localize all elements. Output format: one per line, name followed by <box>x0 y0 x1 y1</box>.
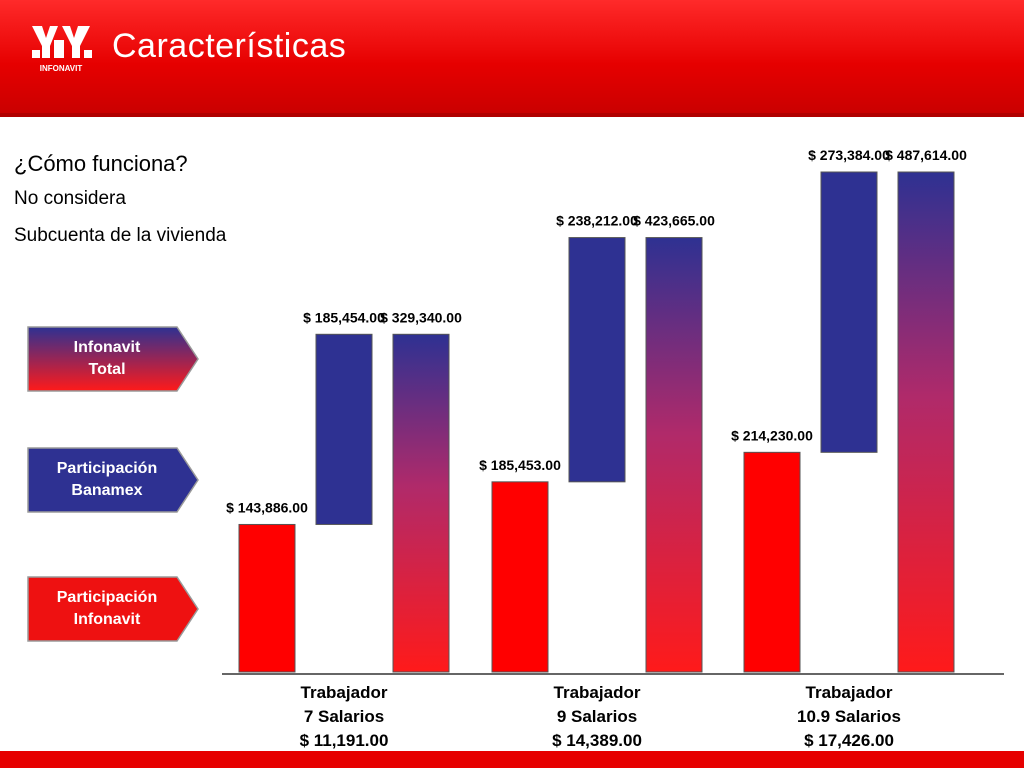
bar-participacion-infonavit <box>238 523 296 673</box>
header-bar: INFONAVIT Características <box>0 0 1024 117</box>
bar-participacion-infonavit <box>491 481 549 673</box>
category-label-line2: 9 Salarios <box>557 707 637 726</box>
data-label-infonavit: $ 143,886.00 <box>226 499 308 515</box>
legend-arrow-shape <box>27 576 199 642</box>
category-label-line3: $ 17,426.00 <box>804 731 894 750</box>
data-label-total: $ 487,614.00 <box>885 147 967 163</box>
legend-participacion-banamex: Participación Banamex <box>27 447 201 515</box>
page-title: Características <box>112 27 347 65</box>
data-label-banamex: $ 185,454.00 <box>303 309 385 325</box>
data-label-infonavit: $ 214,230.00 <box>731 427 813 443</box>
legend-label-line1: Participación <box>56 589 158 606</box>
category-label-line3: $ 14,389.00 <box>552 731 642 750</box>
bar-infonavit-total <box>392 333 450 673</box>
legend-label-line2: Infonavit <box>73 611 141 628</box>
legend-infonavit-total: Infonavit Total <box>27 326 201 394</box>
legend-label-line1: Participación <box>56 460 158 477</box>
intro-line-1: No considera <box>14 188 126 209</box>
legend-label-line1: Infonavit <box>73 339 141 356</box>
bar-infonavit-total <box>645 237 703 673</box>
legend-participacion-infonavit: Participación Infonavit <box>27 576 201 644</box>
bar-participacion-banamex <box>820 171 878 453</box>
bar-participacion-banamex <box>315 333 373 525</box>
data-label-banamex: $ 273,384.00 <box>808 147 890 163</box>
legend-arrow-shape <box>27 326 199 392</box>
bar-participacion-infonavit <box>743 451 801 673</box>
category-label-line1: Trabajador <box>554 683 641 702</box>
data-label-infonavit: $ 185,453.00 <box>479 457 561 473</box>
logo-text: INFONAVIT <box>40 64 83 73</box>
bar-infonavit-total <box>897 171 955 673</box>
infonavit-logo: INFONAVIT <box>32 26 92 73</box>
category-label-line2: 7 Salarios <box>304 707 384 726</box>
legend-label-line2: Total <box>88 361 126 378</box>
data-label-total: $ 423,665.00 <box>633 213 715 229</box>
bar-participacion-banamex <box>568 237 626 483</box>
category-label-line1: Trabajador <box>301 683 388 702</box>
data-label-banamex: $ 238,212.00 <box>556 213 638 229</box>
legend-label-line2: Banamex <box>71 482 143 499</box>
category-label-line2: 10.9 Salarios <box>797 707 901 726</box>
legend-arrow-shape <box>27 447 199 513</box>
data-label-total: $ 329,340.00 <box>380 309 462 325</box>
category-label-line1: Trabajador <box>806 683 893 702</box>
intro-text: ¿Cómo funciona? No considera Subcuenta d… <box>14 148 226 260</box>
intro-question: ¿Cómo funciona? <box>14 151 188 176</box>
footer-bar <box>0 751 1024 768</box>
intro-line-2: Subcuenta de la vivienda <box>14 225 227 246</box>
category-label-line3: $ 11,191.00 <box>300 731 389 750</box>
